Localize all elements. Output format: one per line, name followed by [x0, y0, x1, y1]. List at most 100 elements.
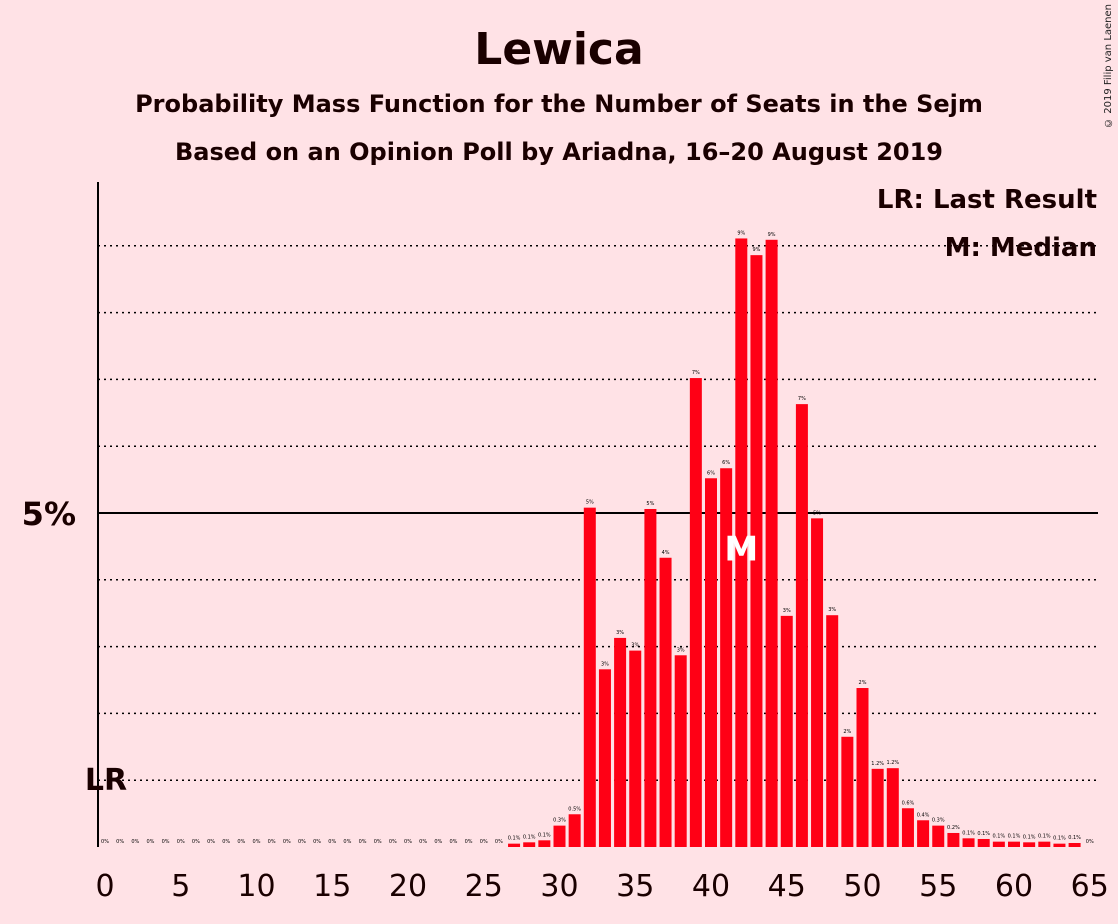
bar-value-label: 0.1% — [1053, 836, 1066, 842]
bar-value-label: 1.2% — [886, 760, 899, 766]
bar-value-label: 0% — [404, 839, 412, 845]
x-tick-label: 10 — [237, 869, 275, 904]
bar-value-label: 0% — [449, 839, 457, 845]
bar-value-label: 0% — [298, 839, 306, 845]
bar-value-label: 6% — [722, 460, 730, 466]
bar-value-label: 7% — [798, 396, 806, 402]
bar-value-label: 0.4% — [917, 812, 930, 818]
bar-value-label: 0.1% — [962, 830, 975, 836]
x-tick-label: 55 — [919, 869, 957, 904]
bar-value-label: 0% — [253, 839, 261, 845]
bar — [735, 238, 748, 847]
bar-value-label: 4% — [662, 550, 670, 556]
bar — [598, 669, 611, 847]
bar-value-label: 0.1% — [538, 832, 551, 838]
bar — [523, 842, 536, 847]
bar — [886, 768, 899, 847]
bar-value-label: 3% — [601, 661, 609, 667]
bar-value-label: 9% — [768, 232, 776, 238]
bar — [841, 736, 854, 847]
bar-value-label: 0% — [480, 839, 488, 845]
last-result-marker: LR — [85, 763, 127, 798]
x-tick-label: 35 — [616, 869, 654, 904]
x-tick-label: 45 — [768, 869, 806, 904]
bar — [932, 825, 945, 847]
bar — [765, 239, 778, 848]
bar-value-label: 9% — [752, 247, 760, 253]
x-tick-label: 5 — [171, 869, 190, 904]
bar-value-label: 9% — [737, 230, 745, 236]
bar-value-label: 3% — [616, 630, 624, 636]
bar-value-label: 0.1% — [1008, 834, 1021, 840]
bar — [856, 688, 869, 847]
bar-value-label: 0.1% — [1068, 835, 1081, 841]
bar-value-label: 6% — [707, 470, 715, 476]
bar — [553, 825, 566, 847]
bar — [977, 838, 990, 847]
bar-value-label: 0% — [313, 839, 321, 845]
bar — [795, 404, 808, 847]
x-tick-label: 20 — [389, 869, 427, 904]
bar-value-label: 0% — [192, 839, 200, 845]
bar — [689, 378, 702, 847]
bar-value-label: 0% — [177, 839, 185, 845]
bar-value-label: 0.1% — [977, 831, 990, 837]
bar-value-label: 2% — [843, 729, 851, 735]
bar-value-label: 3% — [631, 643, 639, 649]
bar-value-label: 0.3% — [553, 818, 566, 824]
chart-title: Lewica — [474, 24, 644, 75]
bar — [1038, 841, 1051, 847]
bar-value-label: 0% — [116, 839, 124, 845]
bar — [780, 615, 793, 847]
x-tick-label: 25 — [465, 869, 503, 904]
chart-source-line: Based on an Opinion Poll by Ariadna, 16–… — [174, 138, 944, 166]
bar — [811, 518, 824, 847]
bar-value-label: 0% — [465, 839, 473, 845]
bar — [614, 637, 627, 847]
bar — [901, 808, 914, 847]
bar-value-label: 5% — [646, 501, 654, 507]
y-tick-label: 5% — [22, 495, 76, 533]
bar-value-label: 0.1% — [992, 834, 1005, 840]
bar — [826, 615, 839, 847]
bar-value-label: 0% — [359, 839, 367, 845]
bar-value-label: 3% — [677, 647, 685, 653]
x-tick-label: 50 — [843, 869, 881, 904]
bar-value-label: 0% — [283, 839, 291, 845]
bar-value-label: 0.6% — [902, 800, 915, 806]
bar-value-label: 5% — [586, 500, 594, 506]
bar-value-label: 0% — [268, 839, 276, 845]
bar-value-label: 0% — [162, 839, 170, 845]
bar — [1008, 841, 1020, 847]
bar-value-label: 0% — [146, 839, 154, 845]
bar-value-label: 0.1% — [1023, 834, 1036, 840]
median-marker: M — [724, 529, 758, 569]
bar — [705, 478, 717, 847]
bar-value-label: 0% — [374, 839, 382, 845]
bar-value-label: 0% — [389, 839, 397, 845]
x-tick-label: 65 — [1071, 869, 1109, 904]
bar — [674, 655, 687, 847]
x-tick-label: 15 — [313, 869, 351, 904]
bar-value-label: 0% — [131, 839, 139, 845]
bar-value-label: 0.3% — [932, 818, 945, 824]
bar — [1023, 842, 1036, 847]
x-tick-label: 0 — [95, 869, 114, 904]
bar-value-label: 0.1% — [523, 834, 536, 840]
bar — [1053, 843, 1066, 847]
bar — [917, 820, 930, 847]
bar-value-label: 1.2% — [871, 761, 884, 767]
bar-value-label: 0% — [207, 839, 215, 845]
bar — [629, 650, 642, 847]
bar-value-label: 2% — [859, 680, 867, 686]
legend-median: M: Median — [945, 233, 1097, 263]
bar — [947, 832, 960, 847]
bar-value-label: 0% — [343, 839, 351, 845]
bar-value-label: 0.1% — [1038, 834, 1051, 840]
bar — [538, 840, 551, 847]
bar — [1068, 842, 1081, 847]
legend-last-result: LR: Last Result — [877, 185, 1097, 215]
bar-value-label: 0% — [434, 839, 442, 845]
x-tick-label: 30 — [540, 869, 578, 904]
bar — [992, 841, 1005, 847]
